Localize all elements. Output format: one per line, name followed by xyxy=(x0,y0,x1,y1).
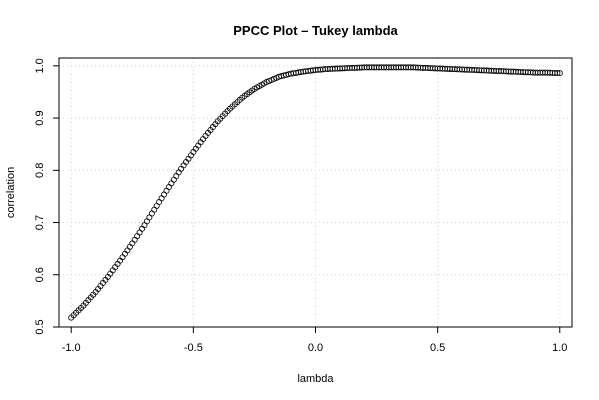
x-tick-label-0: -1.0 xyxy=(62,342,81,354)
x-tick-label-2: 0.0 xyxy=(308,342,323,354)
x-tick-label-1: -0.5 xyxy=(184,342,203,354)
x-axis: -1.0 -0.5 0.0 0.5 1.0 xyxy=(62,327,567,354)
data-points xyxy=(68,64,563,321)
y-tick-label-5: 1.0 xyxy=(34,58,46,73)
y-tick-label-4: 0.9 xyxy=(34,110,46,125)
y-tick-label-3: 0.8 xyxy=(34,163,46,178)
y-tick-label-2: 0.7 xyxy=(34,215,46,230)
x-tick-label-3: 0.5 xyxy=(430,342,445,354)
data-point xyxy=(554,70,561,77)
y-tick-label-0: 0.5 xyxy=(34,319,46,334)
x-axis-label: lambda xyxy=(297,373,334,385)
x-tick-label-4: 1.0 xyxy=(552,342,567,354)
y-tick-label-1: 0.6 xyxy=(34,267,46,282)
chart-title: PPCC Plot – Tukey lambda xyxy=(233,23,398,38)
y-axis: 0.5 0.6 0.7 0.8 0.9 1.0 xyxy=(34,58,59,335)
data-point xyxy=(556,70,563,77)
y-axis-label: correlation xyxy=(5,167,17,218)
